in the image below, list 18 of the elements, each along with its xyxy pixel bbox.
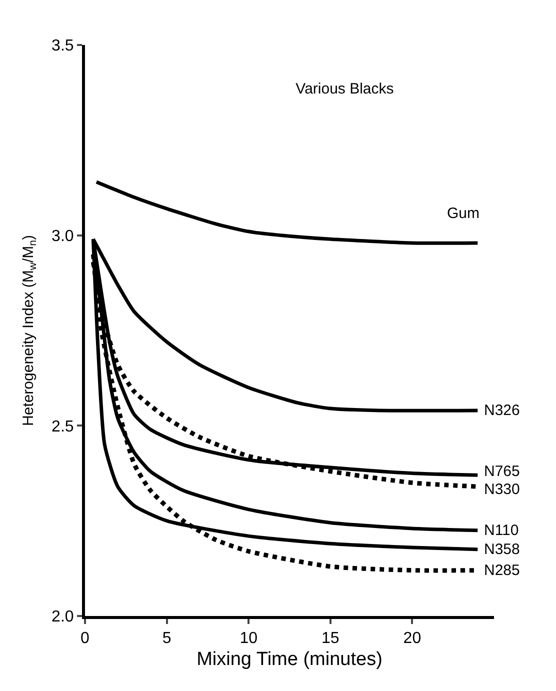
x-tick-label: 0: [80, 630, 90, 648]
x-tick-label: 10: [240, 630, 258, 648]
y-tick-label: 2.5: [52, 418, 74, 436]
x-tick-label: 15: [322, 630, 340, 648]
series-label: N285: [484, 562, 520, 579]
y-tick-label: 3.5: [52, 38, 74, 55]
x-tick-label: 20: [403, 630, 422, 648]
y-tick-label: 3.0: [52, 228, 74, 245]
x-axis-title: Mixing Time (minutes): [196, 649, 382, 670]
y-tick-label: 2.0: [52, 608, 74, 626]
series-label: N110: [484, 522, 519, 539]
x-tick-label: 5: [162, 630, 172, 648]
text: Various Blacks: [296, 80, 394, 98]
series-label: N765: [484, 463, 520, 480]
series-label: N330: [484, 481, 520, 498]
series-label: N358: [484, 541, 520, 558]
series-label: N326: [484, 402, 520, 419]
series-label: Gum: [447, 205, 480, 222]
